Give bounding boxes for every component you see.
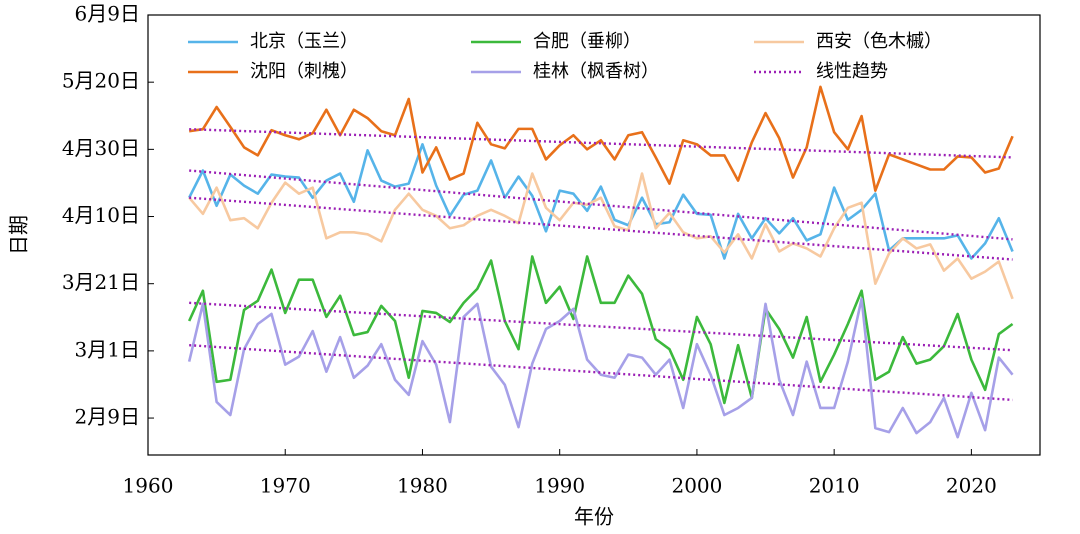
x-tick-label: 2000 [671, 474, 722, 498]
x-tick-label: 1960 [123, 474, 174, 498]
legend-label: 北京（玉兰） [250, 31, 358, 52]
legend: 北京（玉兰） 沈阳（刺槐） 合肥（垂柳） 桂林（枫香树） 西安（色木槭） 线性趋势 [188, 31, 942, 82]
series-line [187, 255, 1014, 405]
x-tick-label: 2010 [809, 474, 860, 498]
trend-line [189, 301, 1013, 352]
y-tick-label: 5月20日 [62, 69, 140, 93]
y-axis-label: 日期 [7, 215, 31, 255]
y-tick-label: 4月10日 [62, 203, 140, 227]
trend-line [189, 196, 1013, 261]
x-axis-label: 年份 [574, 505, 614, 529]
series-line [188, 172, 1014, 300]
x-tick-label: 1990 [534, 474, 585, 498]
x-tick-label: 2020 [946, 474, 997, 498]
legend-label: 沈阳（刺槐） [250, 61, 358, 82]
x-tick-label: 1970 [260, 474, 311, 498]
legend-label: 西安（色木槭） [816, 31, 942, 52]
y-tick-label: 6月9日 [75, 2, 140, 26]
legend-label: 桂林（枫香树） [533, 61, 659, 82]
series-line [187, 297, 1014, 439]
series-line [188, 143, 1014, 260]
y-tick-label: 2月9日 [75, 405, 140, 429]
y-tick-label: 4月30日 [62, 136, 140, 160]
x-tick-label: 1980 [397, 474, 448, 498]
y-tick-label: 3月21日 [62, 270, 140, 294]
legend-label: 合肥（垂柳） [533, 31, 641, 52]
y-tick-label: 3月1日 [75, 337, 140, 361]
series-line [188, 85, 1014, 192]
trend-line [189, 127, 1013, 159]
trend-line [189, 169, 1013, 241]
plot-frame [147, 14, 1041, 456]
plot-area [187, 85, 1014, 439]
legend-label: 线性趋势 [816, 61, 888, 82]
